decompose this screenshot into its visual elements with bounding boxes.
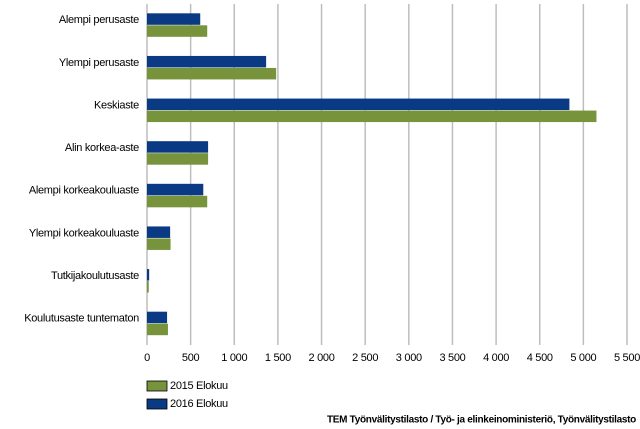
y-tick-label: Ylempi korkeakouluaste — [29, 227, 139, 239]
x-tick-label: 2 000 — [309, 352, 335, 364]
bar — [147, 110, 597, 123]
bar — [147, 153, 209, 165]
bar — [147, 25, 208, 37]
x-tick-label: 4 500 — [527, 352, 553, 364]
bar — [147, 183, 204, 196]
y-tick-label: Ylempi perusaste — [59, 57, 139, 69]
x-tick-label: 1 500 — [265, 352, 291, 364]
bar — [147, 55, 267, 68]
x-tick-label: 5 500 — [614, 352, 640, 364]
bar — [147, 269, 150, 281]
legend-label: 2016 Elokuu — [170, 398, 228, 410]
legend-swatch — [146, 380, 168, 392]
bar — [147, 98, 570, 111]
x-tick-label: 3 000 — [396, 352, 422, 364]
bar — [147, 67, 277, 80]
x-tick-label: 3 500 — [439, 352, 465, 364]
x-tick-label: 5 000 — [570, 352, 596, 364]
x-tick-label: 500 — [182, 352, 200, 364]
y-tick-label: Keskiaste — [94, 99, 139, 111]
x-tick-label: 0 — [144, 352, 150, 364]
y-tick-label: Alin korkea-aste — [65, 142, 139, 154]
bar — [147, 281, 149, 293]
x-tick-label: 2 500 — [352, 352, 378, 364]
bar — [147, 13, 201, 25]
bar — [147, 141, 209, 153]
y-tick-label: Koulutusaste tuntematon — [24, 313, 139, 325]
bar — [147, 195, 208, 208]
bar — [147, 226, 171, 238]
bar — [147, 238, 171, 250]
bar — [147, 323, 168, 336]
x-tick-label: 1 000 — [221, 352, 247, 364]
legend-swatch — [146, 398, 168, 410]
y-tick-label: Alempi korkeakouluaste — [29, 185, 139, 197]
source: TEM Työnvälitystilasto / Työ- ja elinkei… — [327, 415, 636, 426]
x-tick-label: 4 000 — [483, 352, 509, 364]
y-tick-label: Alempi perusaste — [59, 14, 139, 26]
legend-label: 2015 Elokuu — [170, 380, 228, 392]
y-tick-label: Tutkijakoulutusaste — [51, 270, 139, 282]
bar — [147, 311, 168, 324]
